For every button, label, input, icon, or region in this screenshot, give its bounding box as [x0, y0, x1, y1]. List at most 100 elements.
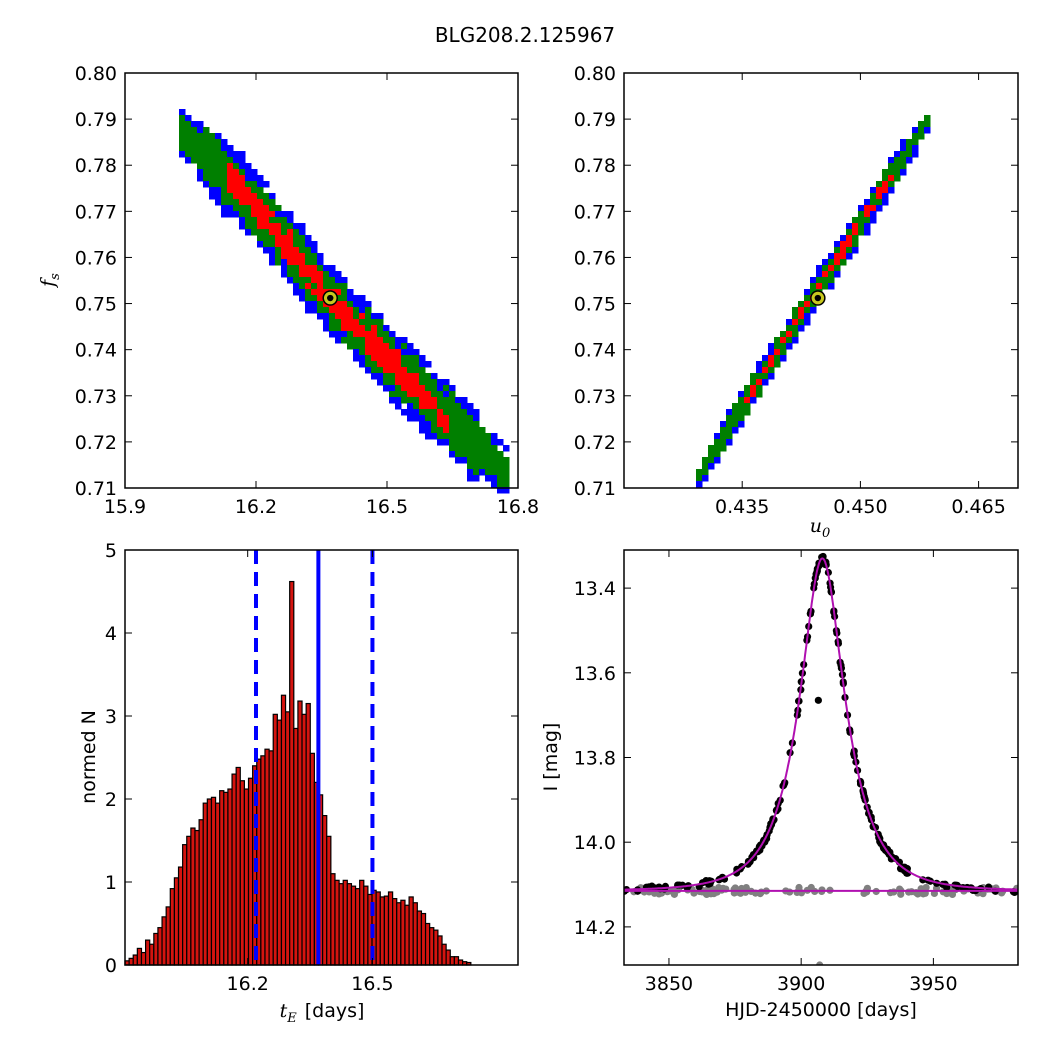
histogram-bar: [342, 879, 348, 966]
likelihood-cell: [317, 313, 324, 320]
likelihood-cell: [413, 355, 420, 362]
likelihood-cell: [227, 175, 234, 182]
likelihood-cell: [834, 259, 841, 266]
likelihood-cell: [365, 343, 372, 350]
likelihood-cell: [335, 325, 342, 332]
likelihood-cell: [227, 187, 234, 194]
likelihood-cell: [437, 403, 444, 410]
likelihood-cell: [467, 409, 474, 416]
likelihood-cell: [371, 313, 378, 320]
likelihood-cell: [900, 163, 907, 170]
likelihood-cell: [215, 169, 222, 176]
likelihood-cell: [389, 355, 396, 362]
likelihood-cell: [467, 433, 474, 440]
likelihood-cell: [888, 187, 895, 194]
y-tick-label: 0.75: [574, 294, 616, 316]
histogram-bar: [330, 873, 336, 966]
likelihood-cell: [317, 271, 324, 278]
likelihood-cell: [305, 247, 312, 254]
likelihood-cell: [233, 175, 240, 182]
likelihood-cell: [209, 157, 216, 164]
likelihood-cell: [696, 475, 703, 482]
likelihood-cell: [906, 151, 913, 158]
likelihood-cell: [389, 331, 396, 338]
x-tick-label: 3850: [645, 973, 693, 995]
likelihood-cell: [263, 217, 270, 224]
histogram-bar: [128, 957, 134, 966]
likelihood-cell: [503, 457, 510, 464]
likelihood-cell: [269, 193, 276, 200]
likelihood-cell: [419, 355, 426, 362]
likelihood-cell: [882, 175, 889, 182]
likelihood-cell: [233, 151, 240, 158]
fs-tE-heatmap: [179, 109, 510, 494]
likelihood-cell: [792, 313, 799, 320]
likelihood-cell: [341, 295, 348, 302]
likelihood-cell: [395, 343, 402, 350]
likelihood-cell: [299, 283, 306, 290]
likelihood-cell: [798, 319, 805, 326]
likelihood-cell: [786, 343, 793, 350]
likelihood-cell: [305, 277, 312, 284]
likelihood-cell: [401, 409, 408, 416]
likelihood-cell: [383, 373, 390, 380]
likelihood-cell: [840, 259, 847, 266]
likelihood-cell: [924, 127, 931, 134]
likelihood-cell: [810, 307, 817, 314]
likelihood-cell: [221, 169, 228, 176]
likelihood-cell: [407, 373, 414, 380]
likelihood-cell: [323, 319, 330, 326]
likelihood-cell: [365, 325, 372, 332]
histogram-bar: [198, 819, 204, 966]
likelihood-cell: [449, 415, 456, 422]
likelihood-cell: [239, 193, 246, 200]
likelihood-cell: [491, 463, 498, 470]
likelihood-cell: [251, 169, 258, 176]
likelihood-cell: [449, 397, 456, 404]
x-tick-label: 3950: [909, 973, 957, 995]
histogram-bar: [194, 829, 200, 966]
likelihood-cell: [870, 187, 877, 194]
likelihood-cell: [245, 163, 252, 170]
likelihood-cell: [894, 163, 901, 170]
likelihood-cell: [828, 277, 835, 284]
likelihood-cell: [461, 421, 468, 428]
likelihood-cell: [473, 475, 480, 482]
likelihood-cell: [203, 169, 210, 176]
outlier-point: [814, 696, 822, 704]
likelihood-cell: [341, 289, 348, 296]
likelihood-cell: [473, 421, 480, 428]
likelihood-cell: [335, 271, 342, 278]
likelihood-cell: [888, 181, 895, 188]
likelihood-cell: [281, 229, 288, 236]
likelihood-cell: [900, 151, 907, 158]
likelihood-cell: [918, 127, 925, 134]
likelihood-cell: [293, 247, 300, 254]
likelihood-cell: [798, 301, 805, 308]
likelihood-cell: [479, 469, 486, 476]
likelihood-cell: [353, 331, 360, 338]
likelihood-cell: [335, 289, 342, 296]
likelihood-cell: [185, 133, 192, 140]
likelihood-cell: [239, 169, 246, 176]
likelihood-cell: [407, 385, 414, 392]
likelihood-cell: [497, 463, 504, 470]
likelihood-cell: [732, 403, 739, 410]
outlier-point: [816, 961, 824, 965]
likelihood-cell: [918, 133, 925, 140]
likelihood-cell: [341, 325, 348, 332]
likelihood-cell: [419, 415, 426, 422]
likelihood-cell: [804, 301, 811, 308]
likelihood-cell: [912, 145, 919, 152]
lightcurve-points: [624, 552, 1018, 965]
likelihood-cell: [425, 379, 432, 386]
likelihood-cell: [305, 235, 312, 242]
likelihood-cell: [714, 457, 721, 464]
likelihood-cell: [263, 247, 270, 254]
likelihood-cell: [293, 253, 300, 260]
likelihood-cell: [341, 337, 348, 344]
likelihood-cell: [275, 229, 282, 236]
histogram-bar: [231, 773, 237, 966]
histogram-bar: [433, 929, 439, 966]
likelihood-cell: [359, 307, 366, 314]
